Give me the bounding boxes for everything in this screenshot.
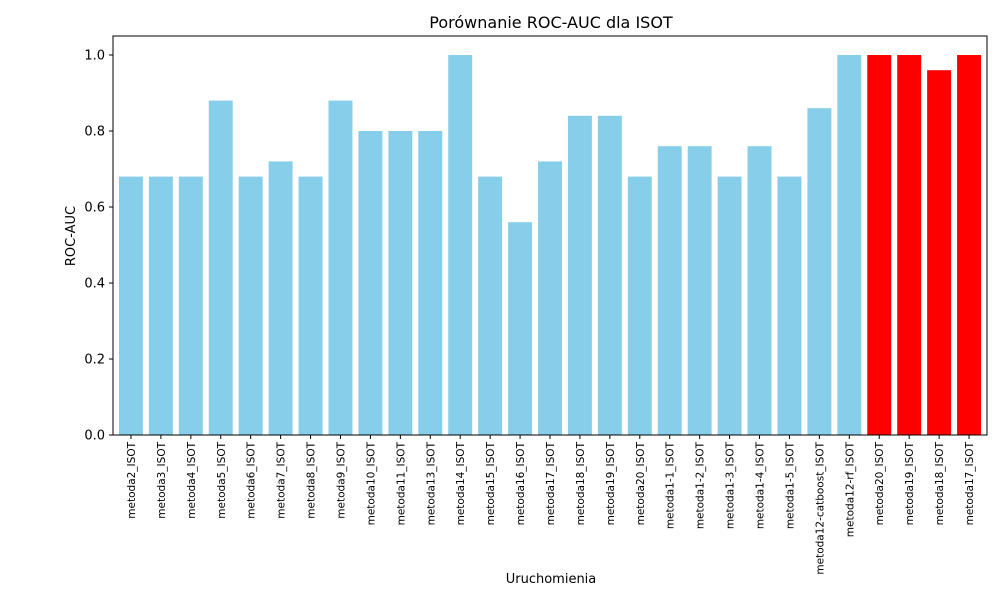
- bar-17: [597, 115, 622, 436]
- bar-2: [148, 176, 173, 435]
- bar-10: [388, 131, 413, 435]
- x-tick-label: metoda12-rf_ISOT: [844, 441, 856, 537]
- x-tick-label: metoda4_ISOT: [186, 441, 198, 518]
- x-tick-label: metoda10_ISOT: [365, 441, 377, 525]
- x-tick-label: metoda6_ISOT: [246, 441, 258, 518]
- x-tick-label: metoda8_ISOT: [306, 441, 318, 518]
- bar-12: [448, 55, 473, 435]
- x-tick-label: metoda15_ISOT: [485, 441, 497, 525]
- bar-16: [567, 115, 592, 436]
- x-tick-label: metoda1-5_ISOT: [784, 441, 796, 529]
- x-tick-label: metoda17_ISOT: [545, 441, 557, 525]
- y-axis-label: ROC-AUC: [64, 206, 79, 266]
- bar-26: [867, 55, 892, 435]
- x-tick-label: metoda7_ISOT: [276, 441, 288, 518]
- bar-5: [238, 176, 263, 435]
- bar-4: [208, 100, 233, 435]
- bar-19: [657, 146, 682, 435]
- x-tick-label: metoda14_ISOT: [455, 441, 467, 525]
- x-tick-label: metoda20_ISOT: [874, 441, 886, 525]
- x-tick-label: metoda9_ISOT: [335, 441, 347, 518]
- y-tick-label: 0.0: [84, 429, 105, 444]
- bar-22: [747, 146, 772, 435]
- bar-21: [717, 176, 742, 435]
- bar-14: [508, 222, 533, 435]
- bars-group: [118, 55, 982, 436]
- y-tick-label: 1.0: [84, 49, 105, 64]
- x-axis-label: Uruchomienia: [506, 572, 597, 587]
- x-tick-label: metoda20_ISOT: [635, 441, 647, 525]
- bar-29: [957, 55, 982, 435]
- x-tick-label: metoda17_ISOT: [964, 441, 976, 525]
- y-axis: 0.0 0.2 0.4 0.6 0.8 1.0: [84, 49, 113, 444]
- bar-25: [837, 55, 862, 435]
- bar-24: [807, 108, 832, 435]
- bar-23: [777, 176, 802, 435]
- bar-13: [478, 176, 503, 435]
- x-tick-label: metoda16_ISOT: [515, 441, 527, 525]
- x-tick-label: metoda13_ISOT: [425, 441, 437, 525]
- x-tick-label: metoda11_ISOT: [395, 441, 407, 525]
- y-tick-label: 0.8: [84, 125, 105, 140]
- bar-27: [897, 55, 922, 435]
- bar-20: [687, 146, 712, 435]
- x-tick-label: metoda12-catboost_ISOT: [814, 441, 826, 574]
- x-tick-label: metoda19_ISOT: [605, 441, 617, 525]
- x-tick-label: metoda3_ISOT: [156, 441, 168, 518]
- x-tick-label: metoda1-3_ISOT: [725, 441, 737, 529]
- bar-15: [538, 161, 562, 435]
- bar-6: [268, 161, 293, 435]
- x-tick-label: metoda18_ISOT: [575, 441, 587, 525]
- bar-7: [298, 176, 323, 435]
- bar-1: [118, 176, 143, 435]
- bar-28: [927, 70, 952, 435]
- plot-frame: [112, 35, 988, 436]
- x-tick-label: metoda5_ISOT: [216, 441, 228, 518]
- bar-3: [178, 176, 203, 435]
- bar-11: [418, 131, 443, 435]
- x-tick-label: metoda19_ISOT: [904, 441, 916, 525]
- bar-8: [328, 100, 353, 435]
- x-tick-label: metoda2_ISOT: [126, 441, 138, 518]
- x-tick-label: metoda18_ISOT: [934, 441, 946, 525]
- x-axis: metoda2_ISOT metoda3_ISOT metoda4_ISOT meto…: [126, 435, 976, 575]
- x-tick-label: metoda1-1_ISOT: [665, 441, 677, 529]
- x-tick-label: metoda1-4_ISOT: [755, 441, 767, 529]
- x-tick-label: metoda1-2_ISOT: [695, 441, 707, 529]
- bar-18: [627, 176, 652, 435]
- y-tick-label: 0.2: [84, 353, 105, 368]
- y-tick-label: 0.6: [84, 201, 105, 216]
- y-tick-label: 0.4: [84, 277, 105, 292]
- chart-title: Porównanie ROC-AUC dla ISOT: [429, 13, 673, 32]
- bar-9: [358, 131, 383, 435]
